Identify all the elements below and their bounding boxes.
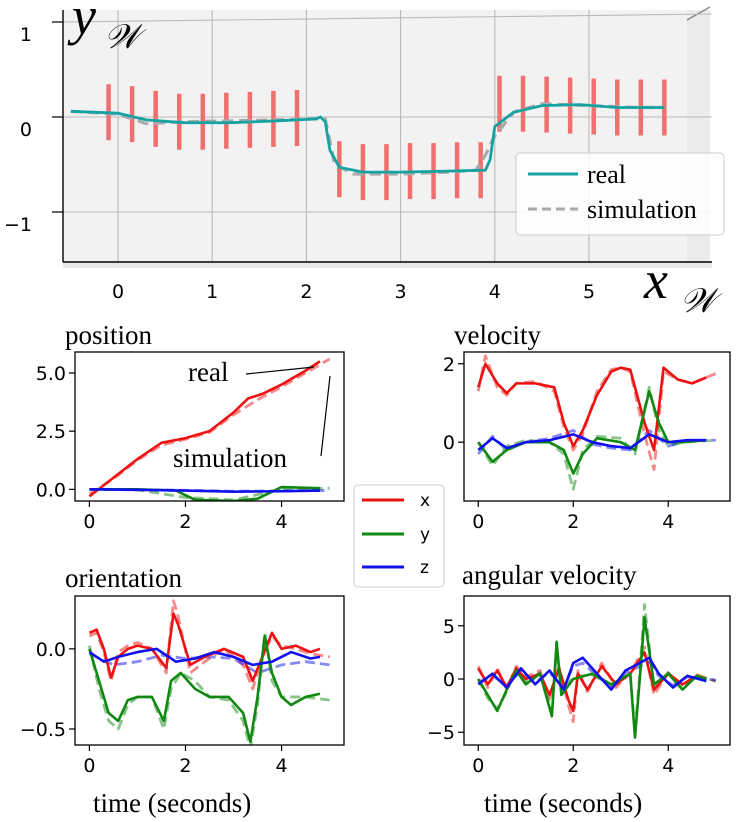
x-tick-label: 4 (489, 281, 501, 303)
series-x-real (88, 612, 321, 683)
x-tick-label: 2 (567, 511, 579, 533)
x-tick-label: 4 (276, 511, 288, 533)
x-tick-label: 2 (300, 281, 312, 303)
series-lines (88, 599, 330, 745)
velocity-panel: 0 2 4 0 2 (443, 351, 731, 533)
angular-velocity-panel: 0 2 4 −5 0 5 (427, 595, 731, 777)
y-tick-label: 1 (20, 24, 32, 46)
series-y-real (88, 634, 321, 744)
x-tick-label: 2 (179, 755, 191, 777)
position-title: position (65, 320, 153, 350)
top-xlabel-main: x (643, 250, 668, 310)
top-ylabel-main: y (67, 0, 96, 46)
axes-frame (463, 595, 731, 746)
legend-real-label: real (587, 160, 626, 189)
real-trajectory (70, 103, 665, 174)
axes-frame (74, 351, 345, 502)
x-tick-label: 4 (662, 511, 674, 533)
top-xlabel-sub: 𝒲 (680, 283, 723, 320)
y-tick-label: 0 (443, 669, 455, 691)
orientation-title: orientation (65, 563, 182, 593)
series-y-simulation (89, 486, 330, 501)
trajectory-plot: 0 1 2 3 4 5−101 real simulation y 𝒲 x 𝒲 (4, 0, 725, 320)
trajectory-lines (70, 102, 665, 176)
x-tick-label: 0 (83, 511, 95, 533)
pane-top-edge (686, 6, 711, 21)
x-tick-label: 0 (83, 755, 95, 777)
xyz-legend: x y z (353, 484, 445, 588)
angular-velocity-title: angular velocity (462, 560, 637, 590)
series-lines (88, 357, 331, 501)
series-y-simulation (477, 385, 716, 491)
y-tick-label: 0 (443, 432, 455, 454)
series-y-simulation (88, 631, 330, 745)
y-tick-label: 5 (443, 616, 455, 638)
y-tick-label: 0.0 (36, 639, 66, 661)
series-x-simulation (476, 354, 717, 472)
y-tick-label: −0.5 (20, 719, 66, 741)
tick-labels: 0 1 2 3 4 5 −1 0 1 (4, 21, 595, 303)
x-tick-label: 5 (583, 281, 595, 303)
series-z-real (89, 488, 321, 493)
x-tick-label: 2 (179, 511, 191, 533)
y-tick-label: 0.0 (36, 479, 66, 501)
y-tick-label: −5 (427, 722, 455, 744)
x-tick-label: 3 (395, 281, 407, 303)
orientation-panel: 0 2 4 −0.5 0.0 (20, 595, 345, 777)
legend-z-label: z (420, 558, 429, 578)
x-tick-label: 4 (276, 755, 288, 777)
x-tick-label: 0 (112, 281, 124, 303)
x-tick-label: 0 (472, 755, 484, 777)
position-annotation-simulation-pointer (320, 375, 331, 457)
x-tick-label: 4 (662, 755, 674, 777)
trajectory-legend: real simulation (515, 152, 725, 236)
y-tick-label: 2 (443, 354, 455, 376)
position-panel: 0 2 4 0.0 2.5 5.0 (36, 351, 345, 533)
series-x-real (477, 362, 707, 452)
axes-frame (74, 595, 345, 746)
y-tick-label: −1 (4, 214, 32, 236)
axes-frame (463, 351, 731, 502)
x-tick-label: 1 (206, 281, 218, 303)
angular-velocity-xlabel: time (seconds) (484, 788, 642, 818)
series-x-simulation (88, 599, 330, 691)
grid-line-y (62, 13, 713, 23)
series-z-real (477, 433, 707, 452)
series-lines (476, 354, 717, 491)
position-annotation-real: real (188, 357, 228, 387)
y-tick-label: 2.5 (36, 421, 66, 443)
series-lines (476, 603, 717, 739)
y-tick-label: 0 (20, 119, 32, 141)
series-x-real (88, 360, 321, 498)
series-z-real (88, 647, 321, 667)
y-tick-label: 5.0 (36, 363, 66, 385)
position-annotation-real-pointer (245, 366, 315, 375)
x-tick-label: 0 (472, 511, 484, 533)
series-y-simulation (476, 603, 717, 734)
legend-x-label: x (420, 491, 430, 511)
legend-simulation-label: simulation (587, 195, 697, 224)
velocity-title: velocity (454, 320, 541, 350)
series-z-simulation (88, 652, 330, 675)
series-z-real (477, 656, 707, 691)
position-annotation-simulation: simulation (173, 443, 287, 473)
legend-y-label: y (420, 525, 430, 545)
series-y-real (477, 615, 707, 739)
orientation-xlabel: time (seconds) (93, 788, 251, 818)
pane-floor (63, 262, 712, 268)
x-tick-label: 2 (567, 755, 579, 777)
